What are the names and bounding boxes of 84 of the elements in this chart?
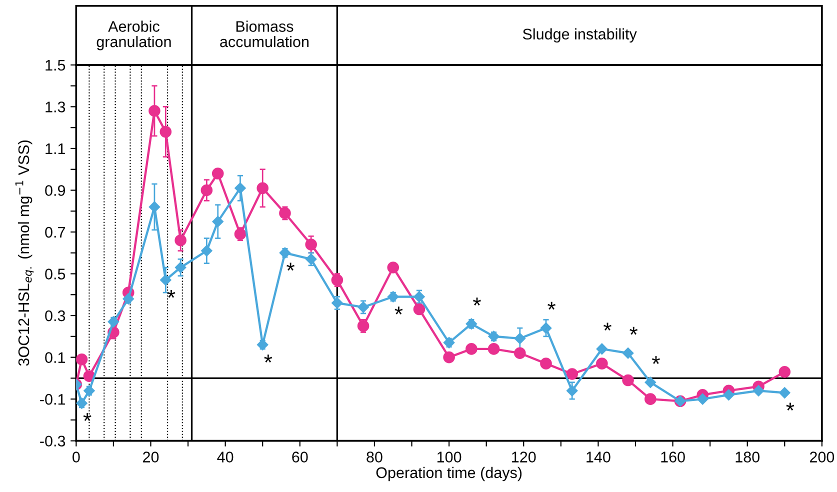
- point: [212, 168, 224, 180]
- annotation: *: [286, 262, 295, 271]
- text: Sludge instability: [522, 28, 637, 43]
- point: [466, 343, 478, 355]
- y-tick-label: 1.1: [46, 144, 66, 154]
- point: [752, 385, 764, 396]
- annotation: *: [83, 413, 92, 421]
- point: [566, 385, 578, 396]
- point: [514, 347, 526, 360]
- x-tick-label: 20: [143, 452, 159, 462]
- x-tick-label: 140: [586, 452, 610, 462]
- annotation: *: [652, 356, 660, 364]
- point: [212, 216, 224, 228]
- y-tick-label: 0.3: [45, 310, 66, 322]
- point: [723, 389, 734, 400]
- x-tick-label: 100: [437, 452, 462, 462]
- point: [148, 201, 160, 213]
- point: [566, 368, 578, 380]
- x-tick-label: 200: [810, 452, 834, 462]
- y-tick-label: 0.9: [45, 185, 66, 196]
- y-axis-title: 3OC12-HSL$_{eq.}$ (nmol mg$^{−1}$ VSS): [15, 140, 34, 366]
- point: [644, 393, 656, 405]
- point: [331, 274, 344, 286]
- point: [596, 358, 608, 370]
- point: [697, 393, 708, 405]
- annotation: *: [394, 306, 403, 314]
- point: [779, 387, 790, 398]
- point: [622, 348, 634, 359]
- point: [201, 245, 212, 256]
- x-tick-label: 120: [512, 452, 536, 462]
- point: [160, 126, 172, 138]
- point: [234, 228, 246, 240]
- y-tick-label: 0.5: [45, 268, 66, 280]
- point: [279, 247, 291, 258]
- x-tick-label: 80: [366, 452, 382, 462]
- point: [540, 322, 552, 334]
- y-tick-label: 1.3: [46, 102, 66, 112]
- x-tick-label: 0: [72, 452, 80, 462]
- point: [540, 358, 552, 370]
- point: [596, 343, 608, 355]
- point: [122, 293, 134, 304]
- text: Biomass accumulation: [220, 20, 308, 48]
- point: [200, 184, 213, 196]
- y-tick-label: -0.3: [40, 436, 66, 447]
- annotation: *: [473, 298, 481, 306]
- point: [413, 303, 426, 316]
- point: [174, 234, 186, 246]
- point: [108, 316, 120, 328]
- point: [488, 343, 500, 355]
- y-tick-label: -0.1: [40, 394, 66, 405]
- x-tick-label: 60: [292, 452, 308, 462]
- point: [514, 332, 526, 344]
- point: [443, 337, 455, 348]
- x-tick-label: 40: [217, 452, 234, 462]
- point: [443, 351, 455, 364]
- annotation: *: [548, 302, 556, 310]
- point: [357, 320, 370, 332]
- point: [387, 262, 400, 274]
- text: Aerobic granulation: [96, 20, 171, 50]
- x-tick-label: 180: [736, 452, 760, 462]
- x-axis-title: Operation time (days): [376, 466, 522, 482]
- point: [148, 104, 160, 117]
- y-tick-label: 0.1: [45, 352, 66, 363]
- annotation: *: [167, 290, 176, 298]
- point: [778, 366, 791, 378]
- point: [305, 238, 317, 250]
- annotation: *: [604, 322, 612, 331]
- point: [414, 291, 425, 302]
- point: [622, 374, 634, 386]
- x-tick-label: 160: [661, 452, 685, 462]
- y-tick-label: 0.7: [45, 226, 65, 238]
- point: [76, 353, 88, 366]
- point: [644, 376, 656, 388]
- annotation: *: [264, 354, 272, 362]
- point: [466, 318, 478, 330]
- point: [256, 182, 269, 194]
- point: [234, 182, 246, 194]
- point: [160, 274, 172, 286]
- point: [279, 207, 291, 220]
- annotation: *: [786, 402, 794, 411]
- y-tick-label: 1.5: [46, 60, 66, 71]
- point: [174, 262, 186, 274]
- annotation: *: [630, 326, 638, 335]
- point: [305, 254, 317, 265]
